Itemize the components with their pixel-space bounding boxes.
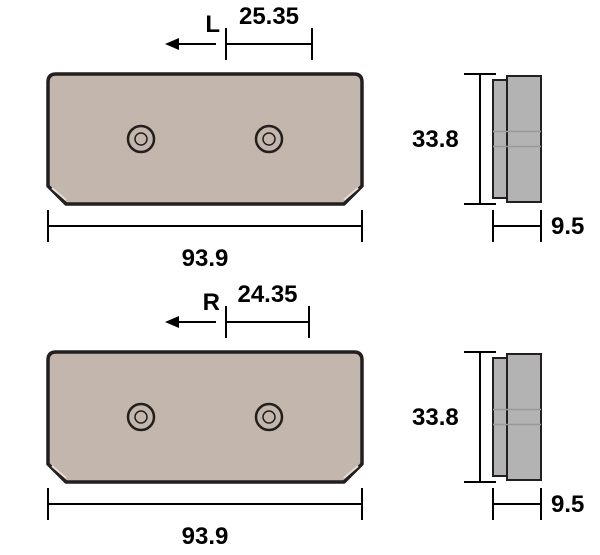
direction-arrow (165, 38, 179, 50)
pivot-outer (128, 126, 154, 152)
lr-label: L (205, 11, 220, 38)
pivot-outer (256, 404, 282, 430)
width-dim-label: 93.9 (182, 245, 229, 272)
brake-pad-face (48, 74, 362, 204)
width-dim-label: 93.9 (182, 523, 229, 550)
side-backplate (493, 80, 507, 198)
side-backplate (493, 358, 507, 476)
brake-pad-face (48, 352, 362, 482)
top-dim-label: 24.35 (237, 281, 297, 308)
lr-label: R (203, 289, 220, 316)
top-dim-label: 25.35 (239, 3, 299, 30)
pivot-outer (128, 404, 154, 430)
height-dim-label: 33.8 (412, 404, 459, 431)
side-friction (507, 76, 541, 202)
height-dim-label: 33.8 (412, 126, 459, 153)
thickness-dim-label: 9.5 (551, 491, 584, 518)
direction-arrow (165, 316, 179, 328)
side-friction (507, 354, 541, 480)
pivot-outer (256, 126, 282, 152)
thickness-dim-label: 9.5 (551, 213, 584, 240)
brake-pad-diagram: L 25.35 93.9 33.8 9.5 R 24.35 93.9 33.8 9.5 (0, 0, 600, 555)
